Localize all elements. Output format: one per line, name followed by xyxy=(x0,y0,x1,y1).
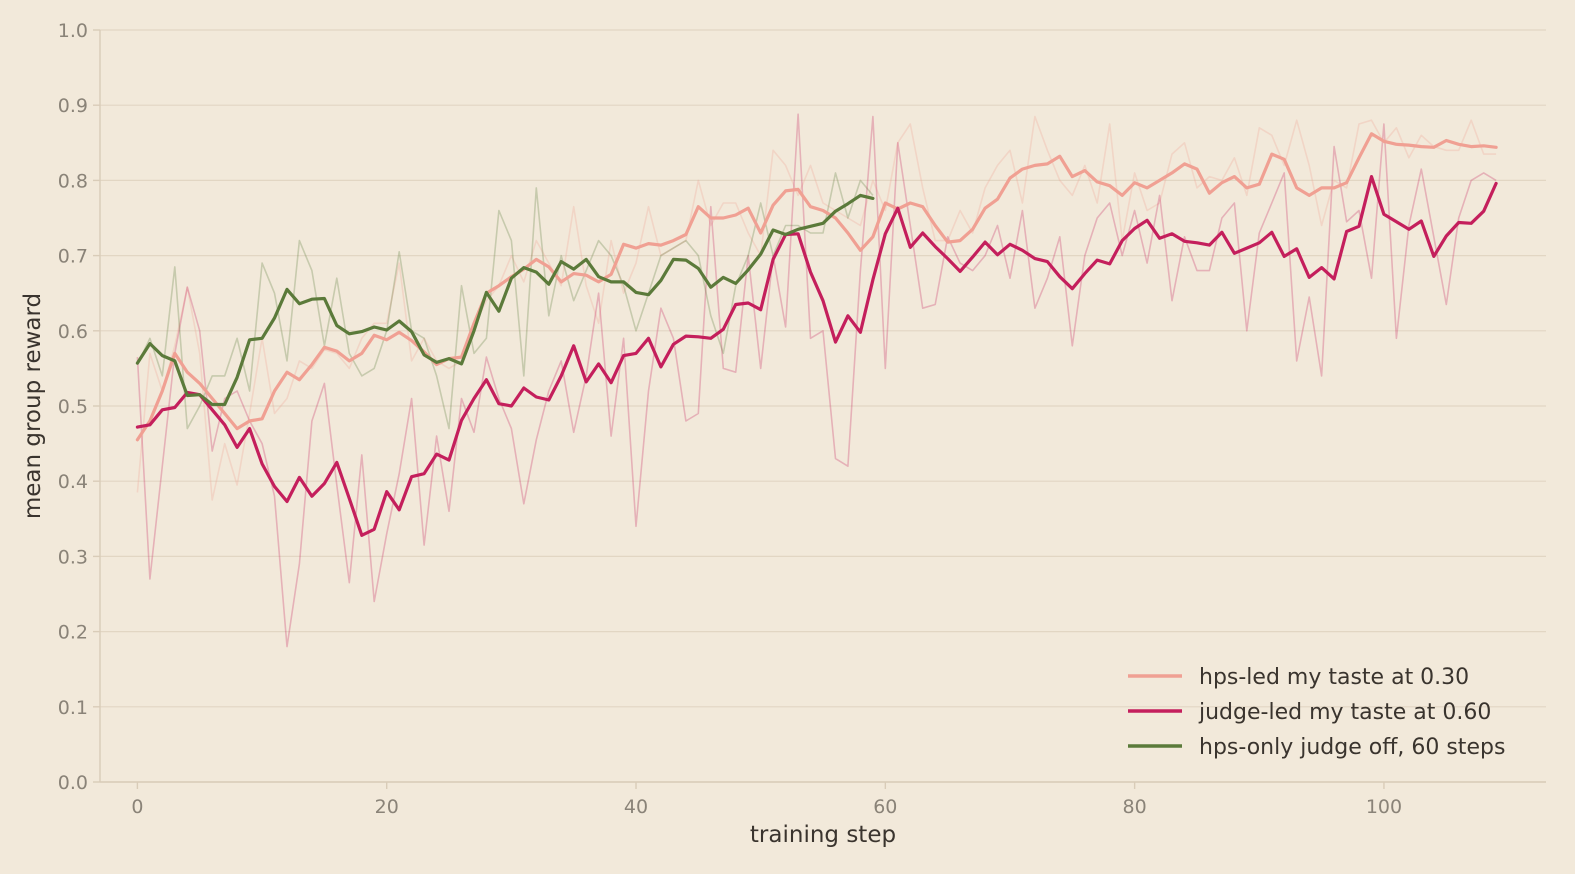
y-tick-label: 0.3 xyxy=(58,546,88,568)
x-tick-label: 0 xyxy=(131,796,143,818)
y-tick-label: 0.4 xyxy=(58,471,88,493)
smoothed-line-hps-led xyxy=(135,132,1498,442)
grid-lines xyxy=(100,29,1546,783)
legend-label-judge-led: judge-led my taste at 0.60 xyxy=(1198,700,1491,725)
smoothed-series-lines xyxy=(135,132,1498,537)
y-tick-label: 0.8 xyxy=(58,170,88,192)
y-tick-label: 0.7 xyxy=(58,246,88,268)
raw-series-lines xyxy=(136,113,1497,648)
y-tick-label: 0.1 xyxy=(58,697,88,719)
raw-line-judge-led xyxy=(136,113,1497,648)
smoothed-line-hps-only xyxy=(135,193,875,407)
x-tick-label: 20 xyxy=(375,796,399,818)
legend-label-hps-led: hps-led my taste at 0.30 xyxy=(1199,665,1469,690)
y-tick-label: 0.6 xyxy=(58,321,88,343)
y-tick-label: 0.0 xyxy=(58,772,88,794)
y-tick-label: 0.5 xyxy=(58,396,88,418)
axes xyxy=(93,29,1546,789)
y-tick-label: 0.9 xyxy=(58,95,88,117)
y-tick-label: 1.0 xyxy=(58,20,88,42)
legend-label-hps-only: hps-only judge off, 60 steps xyxy=(1199,735,1505,760)
raw-line-hps-led xyxy=(136,115,1497,501)
y-tick-label: 0.2 xyxy=(58,622,88,644)
tick-labels: 0.0 0.1 0.2 0.3 0.4 0.5 0.6 0.7 0.8 0.9 1.0 0 20 40 60… xyxy=(58,20,1402,818)
x-tick-label: 60 xyxy=(873,796,897,818)
legend: hps-led my taste at 0.30 judge-led my tas… xyxy=(1128,665,1505,760)
x-tick-label: 80 xyxy=(1123,796,1147,818)
smoothed-line-judge-led xyxy=(135,175,1498,537)
y-axis-title: mean group reward xyxy=(20,293,46,519)
x-tick-label: 40 xyxy=(624,796,648,818)
x-tick-label: 100 xyxy=(1366,796,1402,818)
raw-line-hps-only xyxy=(136,172,874,430)
x-axis-title: training step xyxy=(750,822,896,848)
